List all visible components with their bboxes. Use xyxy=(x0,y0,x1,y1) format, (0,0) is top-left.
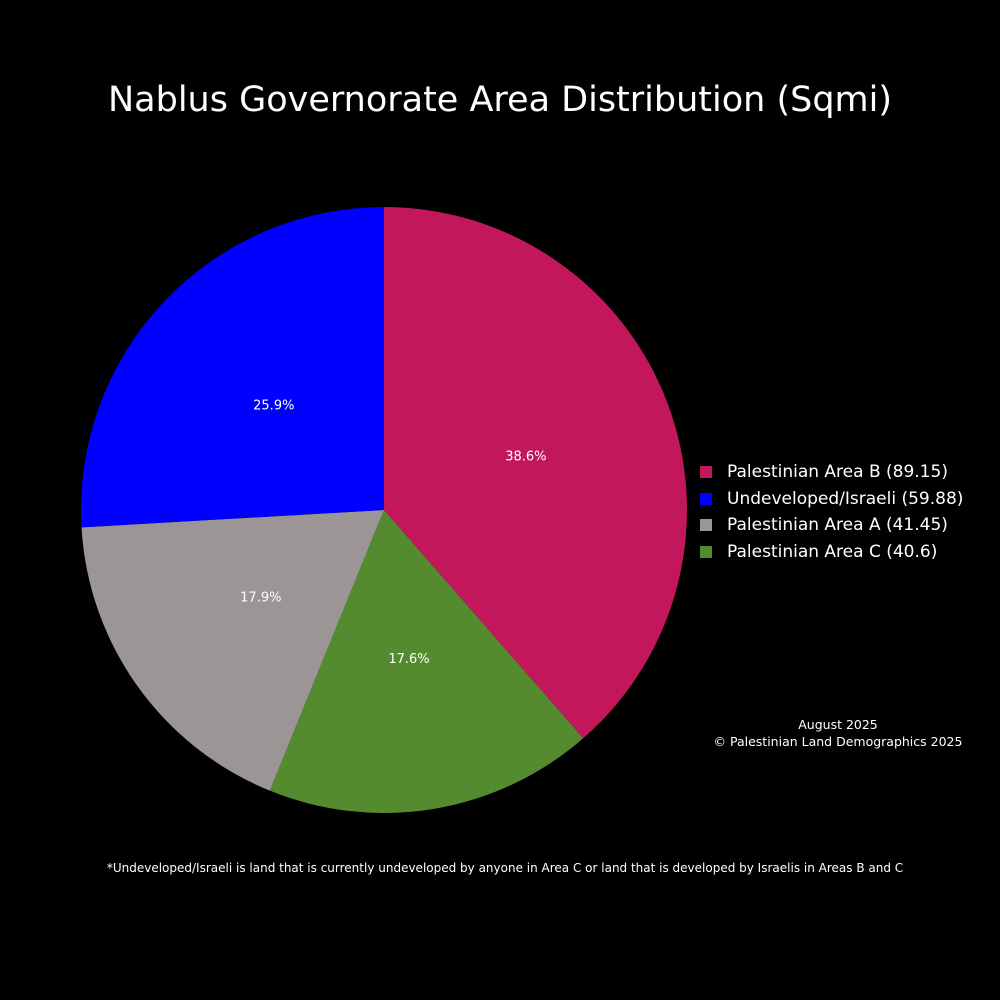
date-annotation: August 2025 xyxy=(798,717,878,732)
legend-item[interactable]: Palestinian Area C (40.6) xyxy=(700,539,963,566)
pie-slice-palestinian-area-a xyxy=(81,510,384,791)
pie-slice-palestinian-area-c xyxy=(269,510,584,813)
chart-title: Nablus Governorate Area Distribution (Sq… xyxy=(107,80,893,120)
pie-slice-percent-label: 17.6% xyxy=(388,652,429,667)
legend-item[interactable]: Undeveloped/Israeli (59.88) xyxy=(700,486,963,513)
footnote: *Undeveloped/Israeli is land that is cur… xyxy=(106,861,904,875)
pie-slice-percent-label: 38.6% xyxy=(505,449,546,464)
pie-slice-labels: 38.6% 17.6% 17.9% 25.9% xyxy=(240,399,546,667)
pie-slice-percent-label: 25.9% xyxy=(253,399,294,414)
pie-slice-palestinian-area-b xyxy=(384,207,687,739)
chart-legend: Palestinian Area B (89.15) Undeveloped/Is… xyxy=(700,459,963,565)
legend-swatch xyxy=(700,545,712,558)
legend-swatch xyxy=(700,519,712,532)
copyright-annotation: © Palestinian Land Demographics 2025 xyxy=(713,734,963,749)
legend-swatch xyxy=(700,466,712,479)
legend-swatch xyxy=(700,492,712,505)
legend-label: Palestinian Area A (41.45) xyxy=(727,515,948,536)
legend-item[interactable]: Palestinian Area A (41.45) xyxy=(700,512,963,539)
pie-slices xyxy=(81,207,687,813)
pie-slice-undeveloped-israeli xyxy=(81,207,385,528)
legend-label: Palestinian Area C (40.6) xyxy=(727,541,938,562)
legend-label: Palestinian Area B (89.15) xyxy=(727,462,948,483)
pie-slice-percent-label: 17.9% xyxy=(240,591,281,606)
legend-label: Undeveloped/Israeli (59.88) xyxy=(727,488,964,509)
legend-item[interactable]: Palestinian Area B (89.15) xyxy=(700,459,963,486)
